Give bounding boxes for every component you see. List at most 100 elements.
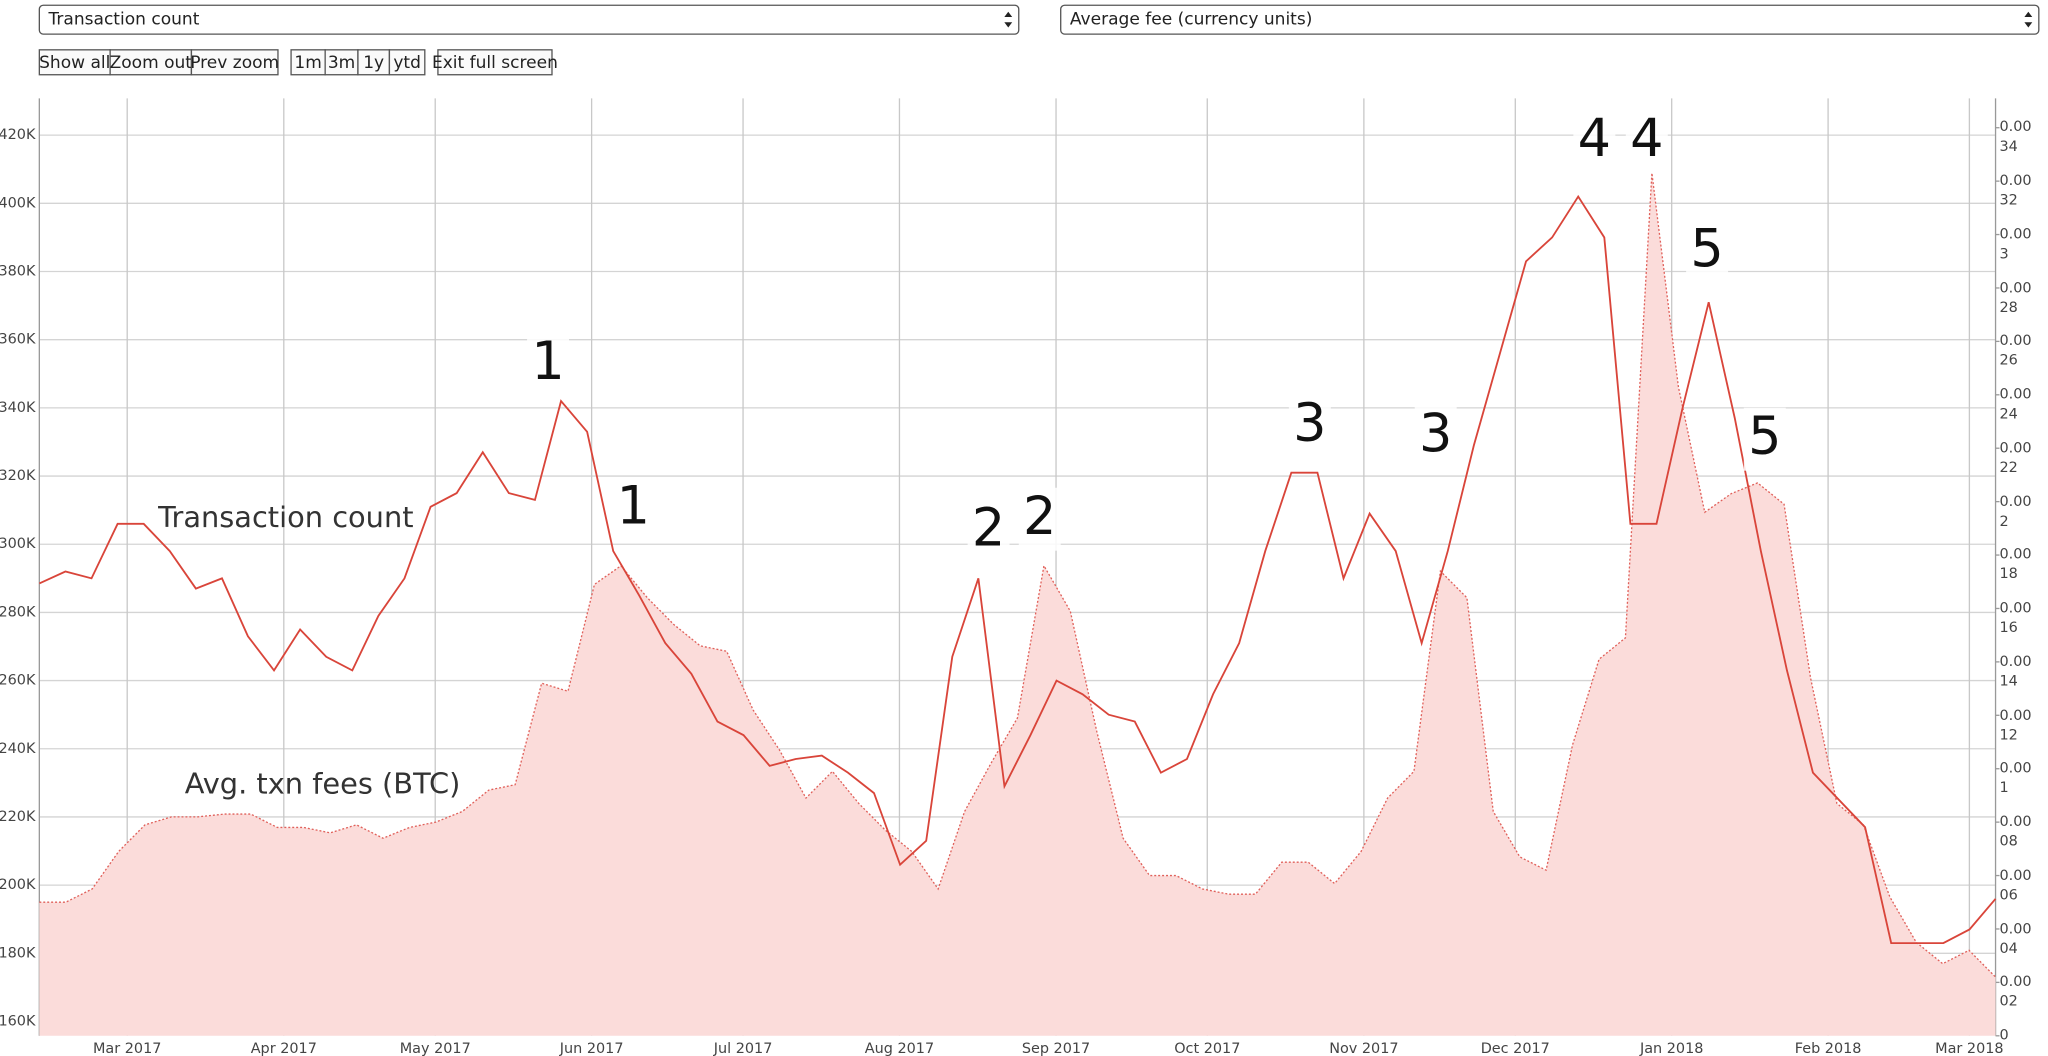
y2-tick-label: 0.0002 <box>1999 973 2032 1010</box>
y2-tick-label: 0.0018 <box>1999 545 2032 583</box>
y-tick-label: 380K <box>0 264 36 280</box>
annotation: 5 <box>1748 406 1781 467</box>
button-label: Show all <box>39 53 110 73</box>
x-tick-label: May 2017 <box>400 1041 471 1056</box>
series-label: Avg. txn fees (BTC) <box>185 766 461 800</box>
fee-area-edge <box>39 172 1997 978</box>
y-tick-label: 160K <box>0 1013 36 1029</box>
annotation-bg <box>1414 405 1457 469</box>
button[interactable]: ytd <box>388 49 426 76</box>
button-label: Exit full screen <box>432 53 558 73</box>
annotation-bg <box>1573 110 1616 174</box>
annotation: 3 <box>1419 403 1452 464</box>
y-tick-label: 340K <box>0 400 36 416</box>
y2-tick-text: 0.0018 <box>1999 545 2032 583</box>
button-box <box>357 49 391 76</box>
y2-tick-text: 0.0002 <box>1999 973 2032 1010</box>
y2-tick-text: 0.0032 <box>1999 171 2032 209</box>
annotation: 2 <box>972 498 1005 559</box>
y2-tick-text: 0.0016 <box>1999 599 2032 636</box>
y2-tick-label: 0.0028 <box>1999 278 2032 316</box>
y2-tick-text: 0.0012 <box>1999 706 2032 743</box>
annotation: 1 <box>531 331 564 392</box>
y2-tick-text: 0.0004 <box>1999 919 2032 957</box>
series-label: Transaction count <box>157 500 413 534</box>
y2-tick-text: 0.0014 <box>1999 652 2032 690</box>
annotation-bg <box>1686 220 1729 284</box>
dropdown-label: Average fee (currency units) <box>1070 10 1313 30</box>
button[interactable]: 1y <box>357 49 391 76</box>
y2-tick-label: 0.003 <box>1999 225 2031 262</box>
button-label: Prev zoom <box>190 53 279 73</box>
button-label: 3m <box>328 53 355 73</box>
button-label: ytd <box>393 53 421 73</box>
y2-tick-label: 0.0004 <box>1999 919 2032 957</box>
dropdown-box <box>1060 4 2040 35</box>
y-tick-label: 260K <box>0 673 36 689</box>
annotation: 1 <box>617 475 650 536</box>
annotation-bg <box>1625 110 1668 174</box>
button[interactable]: Prev zoom <box>190 49 279 76</box>
y-tick-label: 320K <box>0 468 36 484</box>
y2-tick-label: 0.0008 <box>1999 812 2032 850</box>
fee-area <box>39 173 1996 1036</box>
annotation: 2 <box>1023 486 1056 547</box>
y-tick-label: 180K <box>0 945 36 961</box>
dropdown-arrow <box>1004 11 1013 28</box>
button[interactable]: Show all <box>38 49 111 76</box>
button[interactable]: 3m <box>324 49 359 76</box>
x-tick-label: Oct 2017 <box>1174 1041 1240 1056</box>
y2-tick-text: 0.0034 <box>1999 118 2032 156</box>
y2-tick-label: 0.0034 <box>1999 118 2032 156</box>
y2-tick-text: 0.0026 <box>1999 332 2032 369</box>
annotation-bg <box>527 333 570 396</box>
y2-tick-text: 0.002 <box>1999 492 2032 530</box>
x-tick-label: Apr 2017 <box>251 1041 317 1056</box>
x-tick-label: Jan 2018 <box>1639 1041 1703 1056</box>
y2-tick-label: 0.0016 <box>1999 599 2032 636</box>
dropdown[interactable]: Average fee (currency units) <box>1060 4 2040 35</box>
button[interactable]: 1m <box>290 49 326 76</box>
transaction-line <box>38 194 1997 945</box>
annotation: 5 <box>1690 218 1723 279</box>
y-tick-label: 240K <box>0 741 36 757</box>
button-box <box>38 49 111 76</box>
y2-tick-text: 0.0028 <box>1999 278 2032 316</box>
y-tick-label: 200K <box>0 877 36 893</box>
button-box <box>437 49 553 76</box>
y-tick-label: 400K <box>0 195 36 211</box>
y-tick-label: 420K <box>0 127 36 143</box>
y-tick-label: 360K <box>0 332 36 348</box>
x-tick-label: Jul 2017 <box>713 1041 773 1056</box>
button-label: 1m <box>294 53 321 73</box>
y2-tick-text: 0.0024 <box>1999 385 2032 423</box>
x-tick-label: Feb 2018 <box>1795 1041 1862 1056</box>
dropdown-arrow <box>2024 11 2033 28</box>
button[interactable]: Zoom out <box>109 49 193 76</box>
annotation-bg <box>1288 394 1331 458</box>
annotation-bg <box>1743 407 1786 471</box>
annotation-bg <box>612 477 655 541</box>
y2-tick-text: 0 <box>1999 1026 2009 1044</box>
x-tick-label: Dec 2017 <box>1481 1041 1550 1056</box>
y2-tick-text: 0.0008 <box>1999 812 2032 850</box>
y2-tick-label: 0.001 <box>1999 759 2032 797</box>
dropdown[interactable]: Transaction count <box>38 4 1020 35</box>
annotation: 4 <box>1578 108 1611 169</box>
y2-tick-label: 0.0012 <box>1999 706 2032 743</box>
y2-tick-label: 0.0024 <box>1999 385 2032 423</box>
y2-tick-text: 0.001 <box>1999 759 2032 797</box>
annotation: 4 <box>1630 108 1663 169</box>
dropdown-box <box>38 4 1020 35</box>
dropdown-label: Transaction count <box>48 10 200 30</box>
y2-tick-label: 0 <box>1999 1026 2009 1044</box>
annotation-bg <box>1018 487 1061 551</box>
x-tick-label: Aug 2017 <box>865 1041 934 1056</box>
button-box <box>190 49 279 76</box>
y2-tick-text: 0.0006 <box>1999 866 2032 904</box>
y-tick-label: 300K <box>0 536 36 552</box>
annotation-bg <box>967 499 1010 563</box>
button[interactable]: Exit full screen <box>432 49 558 76</box>
x-tick-label: Sep 2017 <box>1022 1041 1090 1056</box>
